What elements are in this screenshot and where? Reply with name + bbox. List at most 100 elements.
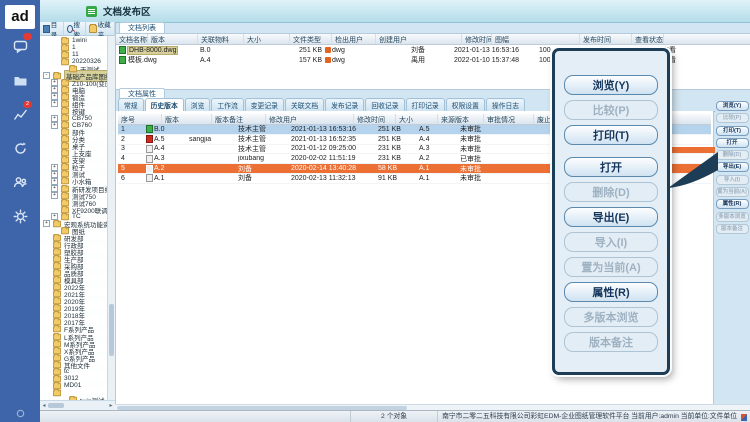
tree-item[interactable]: + 粒子 bbox=[40, 163, 108, 172]
tree-item[interactable] bbox=[40, 388, 108, 397]
tree-item[interactable]: + 组件 bbox=[40, 99, 108, 109]
tree-item[interactable]: 1wini bbox=[40, 36, 108, 44]
props-tab[interactable]: 变更记录 bbox=[244, 98, 284, 111]
props-tab[interactable]: 工作流 bbox=[211, 98, 244, 111]
tree-item[interactable]: 11 bbox=[40, 50, 108, 58]
tree-item[interactable]: 图纸 bbox=[40, 226, 108, 236]
strip-action-button[interactable]: 浏览(Y) bbox=[715, 101, 749, 111]
tree-item[interactable]: 20220326 bbox=[40, 57, 108, 65]
tree-expander[interactable]: + bbox=[51, 114, 58, 122]
column-header[interactable]: 修改时间 bbox=[462, 34, 492, 44]
tree-expander[interactable]: + bbox=[51, 93, 58, 101]
strip-action-button[interactable]: 比较(P) bbox=[715, 113, 749, 124]
tree-vertical-scrollbar[interactable] bbox=[107, 36, 115, 410]
tree-item[interactable]: 按键 bbox=[40, 107, 108, 116]
main-horizontal-scrollbar[interactable] bbox=[115, 404, 750, 411]
tree-expander[interactable]: + bbox=[51, 192, 58, 200]
messages-icon[interactable] bbox=[0, 29, 40, 63]
props-tab[interactable]: 操作日志 bbox=[485, 98, 526, 111]
callout-action-button[interactable]: 版本备注 bbox=[564, 332, 658, 352]
tree-item[interactable]: tc bbox=[40, 367, 108, 375]
tree-item[interactable]: 1 bbox=[40, 43, 108, 51]
column-header[interactable]: 审批情况 bbox=[484, 114, 534, 124]
strip-action-button[interactable]: 版本备注 bbox=[715, 223, 749, 234]
tree-vscroll-thumb[interactable] bbox=[109, 304, 114, 356]
column-header[interactable]: 关联物料 bbox=[198, 34, 244, 44]
callout-action-button[interactable]: 打开 bbox=[564, 157, 658, 177]
gear-icon[interactable] bbox=[0, 199, 40, 233]
tree-item[interactable]: + CB760 bbox=[40, 121, 108, 129]
tree-item[interactable]: 2018年 bbox=[40, 311, 108, 320]
column-header[interactable]: 来源版本 bbox=[438, 114, 484, 124]
tree-expander[interactable]: + bbox=[51, 213, 58, 221]
scroll-right-arrow[interactable]: ▸ bbox=[109, 403, 113, 409]
tree-item[interactable]: 采购部 bbox=[40, 262, 108, 271]
tab-favorites[interactable]: 收藏夹 bbox=[86, 22, 115, 39]
tree-item[interactable]: 2020年 bbox=[40, 297, 108, 306]
column-header[interactable]: 创建用户 bbox=[376, 34, 462, 44]
strip-action-button[interactable]: 打印(T) bbox=[715, 125, 749, 136]
tree-item[interactable]: 2022年 bbox=[40, 283, 108, 292]
tree-expander[interactable]: + bbox=[51, 177, 58, 185]
strip-action-button[interactable]: 属性(R) bbox=[715, 199, 749, 210]
strip-action-button[interactable]: 导入(I) bbox=[715, 174, 749, 185]
callout-action-button[interactable]: 比较(P) bbox=[564, 100, 658, 120]
strip-action-button[interactable]: 多版本浏览 bbox=[715, 211, 749, 222]
tree-item[interactable]: 其他文件 bbox=[40, 360, 108, 370]
column-header[interactable]: 版本 bbox=[162, 114, 212, 124]
tree-item[interactable]: M系列产品 bbox=[40, 339, 108, 349]
tree-item[interactable]: MD01 bbox=[40, 381, 108, 389]
props-tab[interactable]: 历史版本 bbox=[144, 98, 184, 111]
tree-item[interactable]: L系列产品 bbox=[40, 332, 108, 342]
tree-item[interactable]: 塑胶部 bbox=[40, 247, 108, 257]
tree-item[interactable]: 品质部 bbox=[40, 269, 108, 278]
tree-item[interactable]: 上支座 bbox=[40, 149, 108, 158]
tree-expander[interactable]: - bbox=[43, 72, 50, 80]
props-tab[interactable]: 关联文档 bbox=[284, 98, 325, 111]
tree-item[interactable]: 支架 bbox=[40, 156, 108, 165]
column-header[interactable]: 修改用户 bbox=[266, 114, 354, 124]
tree-expander[interactable]: + bbox=[51, 79, 58, 87]
tree-item[interactable]: + 锻造 bbox=[40, 92, 108, 102]
callout-action-button[interactable]: 浏览(Y) bbox=[564, 75, 658, 95]
column-header[interactable]: 检出用户 bbox=[332, 34, 376, 44]
callout-action-button[interactable]: 属性(R) bbox=[564, 282, 658, 302]
column-header[interactable]: 查看状态 bbox=[632, 34, 664, 44]
history-row[interactable]: 6 A.1 刘备 2020-02-13 11:32:13 91 KB A.1 未… bbox=[118, 174, 711, 184]
column-header[interactable]: 图幅 bbox=[492, 34, 580, 44]
tree-item[interactable]: - 基础产品库图纸 bbox=[40, 69, 108, 82]
column-header[interactable]: 文件类型 bbox=[290, 34, 332, 44]
main-hscroll-thumb[interactable] bbox=[117, 406, 407, 410]
tree-item[interactable]: + 测试 bbox=[40, 170, 108, 179]
column-header[interactable]: 修改时间 bbox=[354, 114, 396, 124]
documents-icon[interactable] bbox=[0, 63, 40, 97]
tree-item[interactable]: + 宏观系统功能资料 bbox=[40, 219, 108, 229]
tree-item[interactable]: 生产部 bbox=[40, 254, 108, 264]
props-tab[interactable]: 常规 bbox=[118, 98, 144, 111]
props-tab[interactable]: 发布记录 bbox=[325, 98, 365, 111]
tree-item[interactable]: X系列产品 bbox=[40, 346, 108, 356]
tree-item[interactable]: 分类 bbox=[40, 135, 108, 144]
tree-item[interactable]: + 小水箱 bbox=[40, 177, 108, 186]
column-header[interactable]: 文档名称 ∧ bbox=[116, 34, 148, 44]
column-header[interactable]: 大小 bbox=[244, 34, 290, 44]
users-icon[interactable] bbox=[0, 165, 40, 199]
tree-item[interactable]: + 电脑 bbox=[40, 85, 108, 95]
props-tab[interactable]: 浏览 bbox=[184, 98, 211, 111]
callout-action-button[interactable]: 导入(I) bbox=[564, 232, 658, 252]
tree-item[interactable]: 模具部 bbox=[40, 276, 108, 285]
tree-item[interactable]: + 测试750 bbox=[40, 191, 108, 201]
tree-item[interactable]: + CB750 bbox=[40, 114, 108, 122]
tree-item[interactable]: + Z10-100(变压器) bbox=[40, 78, 108, 88]
tab-search[interactable]: 搜索 bbox=[64, 22, 87, 39]
column-header[interactable]: 版本备注 bbox=[212, 114, 266, 124]
callout-action-button[interactable]: 置为当前(A) bbox=[564, 257, 658, 277]
tree-item[interactable]: + 新研发项目组 bbox=[40, 184, 108, 194]
scroll-left-arrow[interactable]: ◂ bbox=[42, 403, 46, 409]
tree-item[interactable]: 研发部 bbox=[40, 233, 108, 243]
callout-action-button[interactable]: 打印(T) bbox=[564, 125, 658, 145]
tree-expander[interactable]: + bbox=[43, 220, 50, 228]
props-tab[interactable]: 回收记录 bbox=[365, 98, 405, 111]
column-header[interactable]: 序号 bbox=[118, 114, 162, 124]
tree-hscroll-thumb[interactable] bbox=[48, 403, 64, 408]
